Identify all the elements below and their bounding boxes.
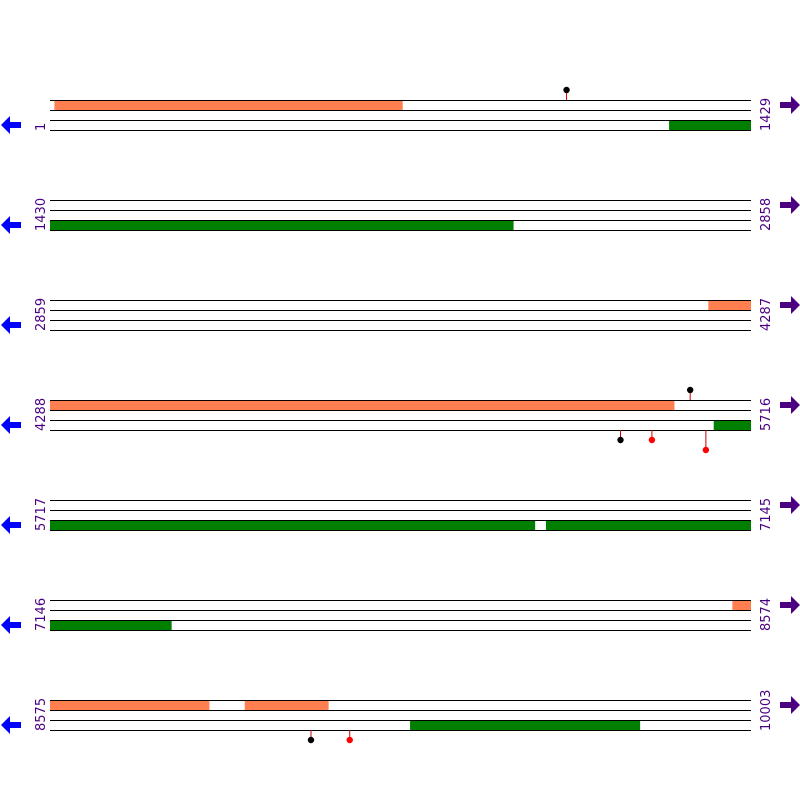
marker-black-dot[interactable]	[617, 436, 624, 444]
row-end-position-label: 1429	[759, 98, 774, 131]
reverse-feature-bar[interactable]	[713, 421, 751, 430]
blue-left-arrow-icon[interactable]	[1, 216, 21, 234]
marker-black-dot[interactable]	[686, 386, 694, 394]
purple-right-arrow-icon[interactable]	[780, 196, 800, 214]
row-start-position-label: 5717	[34, 498, 49, 531]
reverse-feature-bar[interactable]	[669, 121, 751, 130]
sequence-row: 7146 8574	[1, 596, 800, 634]
reverse-feature-bar[interactable]	[50, 521, 536, 530]
marker-black-dot[interactable]	[307, 736, 315, 744]
blue-left-arrow-icon[interactable]	[1, 316, 21, 334]
marker-red-dot[interactable]	[648, 436, 656, 444]
reverse-feature-bar[interactable]	[50, 221, 514, 230]
marker-red-dot[interactable]	[702, 446, 710, 454]
row-start-position-label: 2859	[34, 298, 49, 331]
blue-left-arrow-icon[interactable]	[1, 516, 21, 534]
sequence-row: 2859 4287	[1, 296, 800, 334]
forward-feature-bar[interactable]	[50, 701, 210, 710]
reverse-feature-bar[interactable]	[50, 621, 172, 630]
row-end-position-label: 7145	[759, 498, 774, 531]
sequence-row: 1 1429	[1, 86, 800, 134]
row-start-position-label: 1	[34, 123, 49, 131]
sequence-row: 1430 2858	[1, 196, 800, 234]
purple-right-arrow-icon[interactable]	[780, 396, 800, 414]
row-end-position-label: 2858	[759, 198, 774, 231]
sequence-row: 5717 7145	[1, 496, 800, 534]
purple-right-arrow-icon[interactable]	[780, 596, 800, 614]
forward-feature-bar[interactable]	[708, 301, 751, 310]
row-start-position-label: 4288	[34, 398, 49, 431]
forward-feature-bar[interactable]	[54, 101, 403, 110]
marker-red-dot[interactable]	[346, 736, 353, 744]
row-end-position-label: 5716	[759, 398, 774, 431]
purple-right-arrow-icon[interactable]	[780, 696, 800, 714]
row-start-position-label: 8575	[34, 698, 49, 731]
reverse-feature-bar[interactable]	[545, 521, 751, 530]
blue-left-arrow-icon[interactable]	[1, 416, 21, 434]
blue-left-arrow-icon[interactable]	[1, 616, 21, 634]
sequence-row: 4288 5716	[1, 386, 800, 454]
forward-feature-bar[interactable]	[732, 601, 751, 610]
forward-feature-bar[interactable]	[244, 701, 329, 710]
reverse-feature-bar[interactable]	[410, 721, 641, 730]
purple-right-arrow-icon[interactable]	[780, 296, 800, 314]
row-start-position-label: 1430	[34, 198, 49, 231]
row-end-position-label: 8574	[759, 598, 774, 631]
purple-right-arrow-icon[interactable]	[780, 96, 800, 114]
forward-feature-bar[interactable]	[50, 401, 675, 410]
blue-left-arrow-icon[interactable]	[1, 716, 21, 734]
row-end-position-label: 10003	[759, 690, 774, 731]
row-end-position-label: 4287	[759, 298, 774, 331]
sequence-row: 8575 10003	[1, 690, 800, 744]
marker-black-dot[interactable]	[563, 86, 570, 94]
blue-left-arrow-icon[interactable]	[1, 116, 21, 134]
row-start-position-label: 7146	[34, 598, 49, 631]
purple-right-arrow-icon[interactable]	[780, 496, 800, 514]
